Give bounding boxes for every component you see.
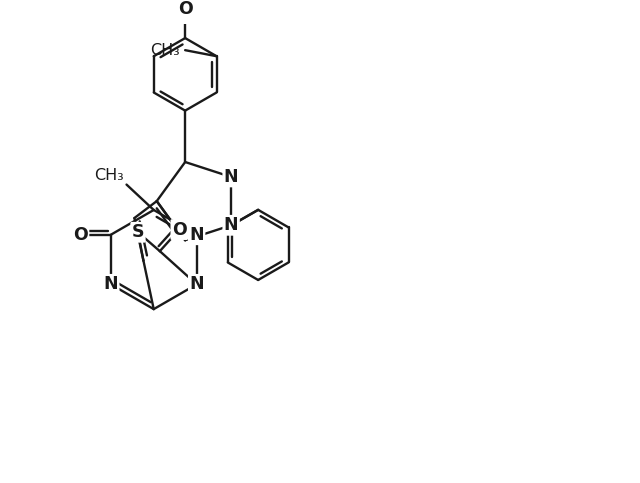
Text: N: N xyxy=(104,275,118,293)
Text: CH₃: CH₃ xyxy=(93,168,124,183)
Text: O: O xyxy=(178,0,193,18)
Text: N: N xyxy=(189,226,204,244)
Text: N: N xyxy=(189,275,204,293)
Text: O: O xyxy=(73,226,88,244)
Text: O: O xyxy=(172,221,187,239)
Text: S: S xyxy=(132,223,144,242)
Text: N: N xyxy=(224,168,239,186)
Text: CH₃: CH₃ xyxy=(150,43,180,57)
Text: N: N xyxy=(224,216,239,234)
